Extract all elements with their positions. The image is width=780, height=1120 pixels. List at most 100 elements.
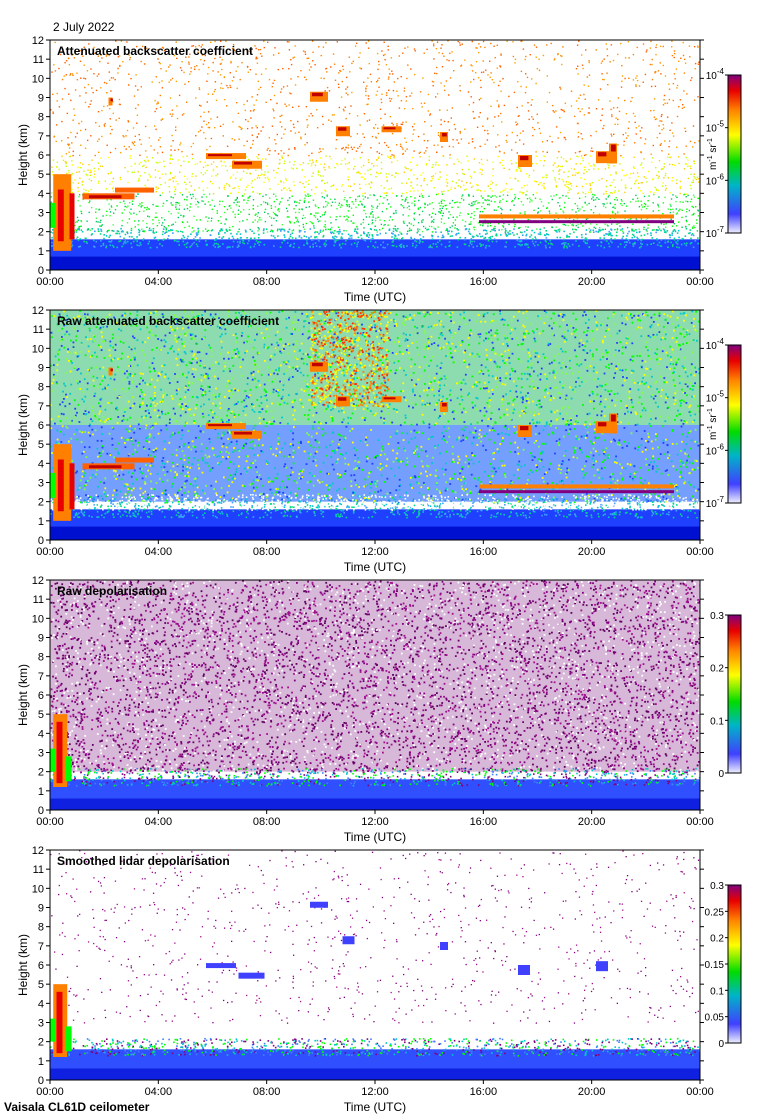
colorbar-tick-label: 0 — [718, 1039, 724, 1050]
y-tick-label: 10 — [32, 883, 44, 895]
colorbar-tick-label: 10-6 — [706, 172, 725, 187]
panel-title: Raw depolarisation — [57, 584, 167, 598]
heatmap-field — [50, 850, 700, 1080]
y-tick-label: 0 — [38, 1075, 44, 1087]
y-tick-label: 11 — [33, 594, 44, 606]
x-tick-label: 08:00 — [253, 276, 281, 288]
y-tick-label: 7 — [38, 131, 44, 143]
x-axis-label: Time (UTC) — [344, 290, 406, 304]
colorbar-unit-label: m-1 sr-1 — [707, 408, 719, 440]
x-tick-label: 16:00 — [470, 1086, 498, 1098]
colorbar-tick-label: 0.15 — [705, 960, 725, 971]
y-tick-label: 8 — [38, 652, 44, 664]
colorbar — [727, 74, 742, 234]
colorbar — [727, 614, 742, 774]
instrument-label: Vaisala CL61D ceilometer — [4, 1100, 149, 1114]
y-tick-label: 12 — [32, 845, 44, 857]
y-tick-label: 11 — [33, 324, 44, 336]
colorbar — [727, 884, 742, 1044]
x-tick-label: 00:00 — [686, 276, 714, 288]
x-tick-label: 16:00 — [470, 276, 498, 288]
y-tick-label: 0 — [38, 805, 44, 817]
colorbar-tick-label: 0.3 — [710, 611, 724, 622]
x-tick-label: 08:00 — [253, 1086, 281, 1098]
y-tick-label: 7 — [38, 401, 44, 413]
x-axis-label: Time (UTC) — [344, 560, 406, 574]
y-tick-label: 8 — [38, 112, 44, 124]
colorbar-tick-label: 10-4 — [706, 67, 725, 82]
y-tick-label: 8 — [38, 922, 44, 934]
y-tick-label: 2 — [38, 1037, 44, 1049]
y-tick-label: 9 — [38, 633, 44, 645]
x-tick-label: 04:00 — [145, 276, 173, 288]
y-axis-label: Height (km) — [16, 394, 30, 456]
y-tick-label: 6 — [38, 150, 44, 162]
y-tick-label: 6 — [38, 960, 44, 972]
y-tick-label: 11 — [33, 54, 44, 66]
x-tick-label: 12:00 — [361, 1086, 389, 1098]
y-tick-label: 9 — [38, 903, 44, 915]
y-tick-label: 3 — [38, 1018, 44, 1030]
x-tick-label: 12:00 — [361, 546, 389, 558]
y-tick-label: 3 — [38, 208, 44, 220]
y-tick-label: 4 — [38, 458, 44, 470]
x-tick-label: 20:00 — [578, 276, 606, 288]
panel-title: Raw attenuated backscatter coefficient — [57, 314, 279, 328]
y-tick-label: 2 — [38, 227, 44, 239]
colorbar-tick-label: 0.1 — [710, 986, 724, 997]
heatmap-field — [50, 40, 700, 270]
y-tick-label: 1 — [38, 516, 44, 528]
x-tick-label: 16:00 — [470, 546, 498, 558]
y-tick-label: 6 — [38, 690, 44, 702]
y-tick-label: 3 — [38, 478, 44, 490]
y-tick-label: 1 — [38, 246, 44, 258]
colorbar-tick-label: 0.05 — [705, 1013, 725, 1024]
y-axis-label: Height (km) — [16, 124, 30, 186]
y-axis-label: Height (km) — [16, 664, 30, 726]
date-label: 2 July 2022 — [53, 20, 114, 34]
y-tick-label: 11 — [33, 864, 44, 876]
x-tick-label: 00:00 — [36, 1086, 64, 1098]
colorbar — [727, 344, 742, 504]
y-tick-label: 12 — [32, 575, 44, 587]
x-tick-label: 04:00 — [145, 816, 173, 828]
y-tick-label: 3 — [38, 748, 44, 760]
x-tick-label: 00:00 — [686, 816, 714, 828]
y-tick-label: 5 — [38, 979, 44, 991]
colorbar-tick-label: 10-6 — [706, 442, 725, 457]
colorbar-tick-label: 0.25 — [705, 907, 725, 918]
colorbar-tick-label: 10-7 — [706, 495, 725, 510]
y-tick-label: 1 — [38, 786, 44, 798]
x-axis-label: Time (UTC) — [344, 1100, 406, 1114]
colorbar-unit-label: m-1 sr-1 — [707, 138, 719, 170]
y-tick-label: 4 — [38, 188, 44, 200]
y-axis-label: Height (km) — [16, 934, 30, 996]
heatmap-field — [50, 580, 700, 810]
y-tick-label: 9 — [38, 363, 44, 375]
x-tick-label: 08:00 — [253, 546, 281, 558]
y-tick-label: 2 — [38, 497, 44, 509]
y-tick-label: 6 — [38, 420, 44, 432]
x-tick-label: 00:00 — [36, 816, 64, 828]
x-tick-label: 12:00 — [361, 276, 389, 288]
heatmap-field — [50, 310, 700, 540]
colorbar-tick-label: 10-5 — [706, 390, 725, 405]
colorbar-tick-label: 0.3 — [710, 881, 724, 892]
y-tick-label: 0 — [38, 535, 44, 547]
y-tick-label: 0 — [38, 265, 44, 277]
panel-title: Attenuated backscatter coefficient — [57, 44, 253, 58]
colorbar-tick-label: 0.1 — [710, 716, 724, 727]
y-tick-label: 12 — [32, 305, 44, 317]
y-tick-label: 5 — [38, 169, 44, 181]
y-tick-label: 9 — [38, 93, 44, 105]
y-tick-label: 10 — [32, 613, 44, 625]
x-tick-label: 08:00 — [253, 816, 281, 828]
x-tick-label: 00:00 — [36, 276, 64, 288]
colorbar-tick-label: 0 — [718, 769, 724, 780]
colorbar-tick-label: 10-5 — [706, 120, 725, 135]
x-tick-label: 00:00 — [686, 546, 714, 558]
y-tick-label: 12 — [32, 35, 44, 47]
